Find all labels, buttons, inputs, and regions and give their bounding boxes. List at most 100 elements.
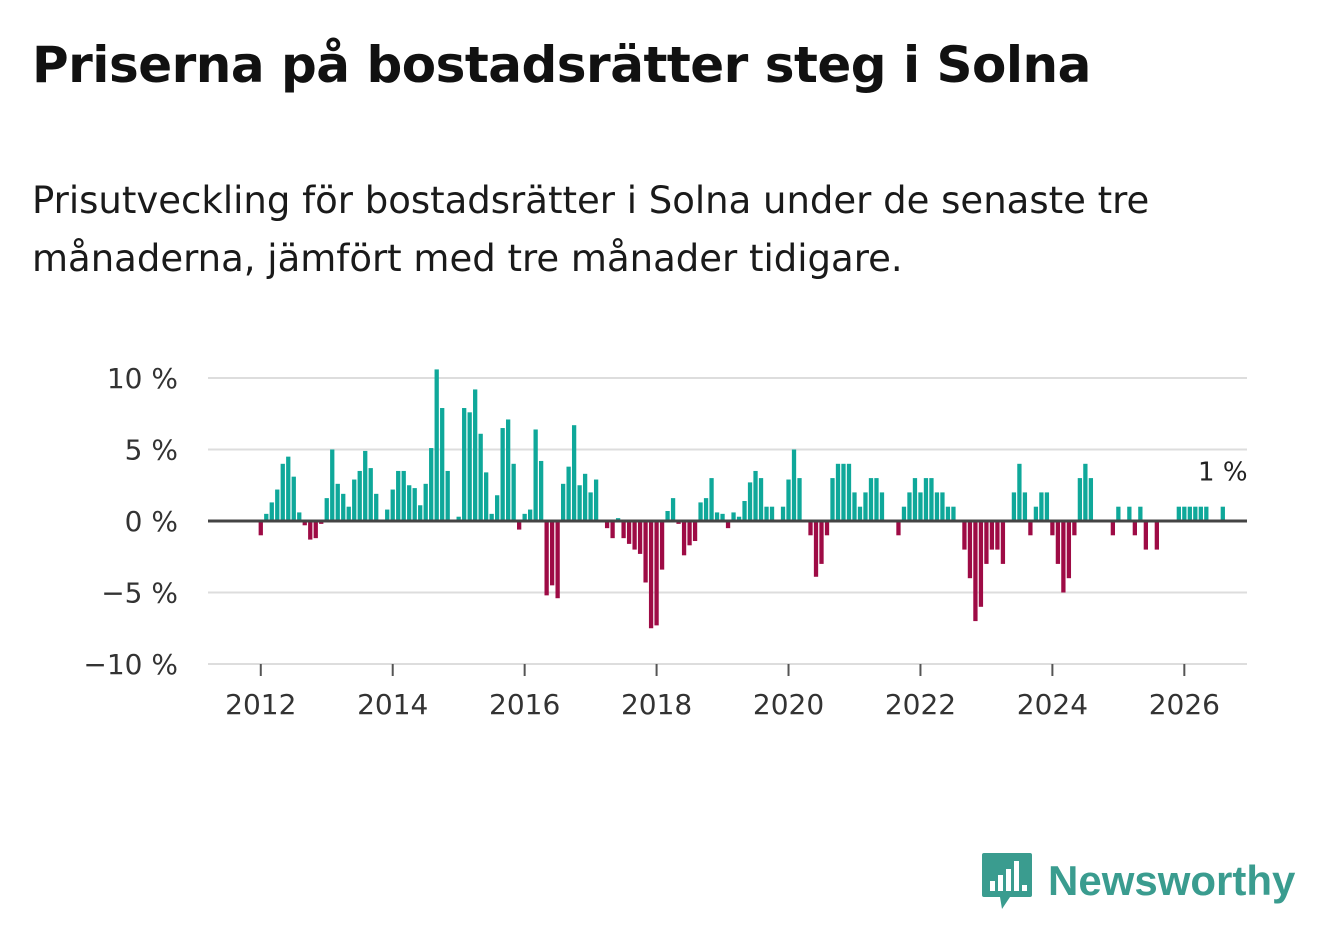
- x-tick-label: 2024: [1017, 688, 1088, 721]
- bar: [1039, 492, 1044, 521]
- bar: [544, 521, 549, 596]
- bar: [1061, 521, 1066, 593]
- bar: [868, 478, 874, 521]
- bar: [478, 433, 483, 521]
- bar: [445, 470, 450, 521]
- bar: [1088, 478, 1094, 521]
- bar: [566, 466, 571, 521]
- bar-chart: 10 % 5 % 0 % −5 % −10 % 2012 2014 2016 2018 2020…: [83, 362, 1248, 721]
- bar: [593, 479, 599, 521]
- bar: [462, 408, 467, 521]
- bar: [1011, 492, 1017, 521]
- bar: [747, 482, 753, 521]
- bar: [269, 502, 274, 521]
- annotations: 1 %: [1198, 458, 1248, 488]
- bar: [901, 506, 907, 521]
- bar: [687, 521, 692, 546]
- x-tick-label: 2014: [357, 688, 428, 721]
- bar: [330, 449, 335, 521]
- bar: [1204, 506, 1209, 521]
- bar: [907, 492, 912, 521]
- bar: [560, 483, 566, 521]
- bar: [1017, 463, 1022, 521]
- bar: [302, 521, 307, 526]
- bar: [555, 521, 560, 599]
- y-tick-label: 5 %: [125, 434, 178, 467]
- bar: [962, 521, 967, 550]
- bar: [484, 472, 489, 521]
- bar: [286, 456, 291, 521]
- bar: [621, 521, 626, 539]
- x-tick-label: 2020: [753, 688, 824, 721]
- bar: [1050, 521, 1055, 536]
- bar: [1044, 492, 1050, 521]
- bar: [692, 521, 698, 542]
- bar: [357, 470, 362, 521]
- x-axis: 2012 2014 2016 2018 2020 2022 2024 2026: [225, 664, 1220, 721]
- bar: [643, 521, 648, 583]
- bar: [852, 492, 857, 521]
- bar: [522, 513, 527, 521]
- bar: [412, 488, 417, 521]
- bar: [1138, 506, 1143, 521]
- bar: [896, 521, 901, 536]
- bar: [1022, 492, 1028, 521]
- bar: [495, 495, 500, 521]
- bar: [456, 516, 461, 521]
- bar: [791, 449, 797, 521]
- bar: [467, 412, 472, 521]
- bar: [797, 478, 802, 521]
- bars: [258, 369, 1225, 629]
- bar: [604, 521, 610, 529]
- bar: [703, 498, 709, 521]
- bar: [352, 479, 357, 521]
- bar: [967, 521, 973, 579]
- bar: [1110, 521, 1116, 536]
- bar: [264, 513, 269, 521]
- bar: [824, 521, 830, 536]
- bar: [500, 428, 505, 521]
- bar: [720, 513, 725, 521]
- bar: [1072, 521, 1077, 536]
- bar: [764, 506, 769, 521]
- y-tick-label: 0 %: [125, 505, 178, 538]
- bar: [758, 478, 764, 521]
- bar: [984, 521, 989, 564]
- bar: [1198, 506, 1203, 521]
- bar: [610, 521, 615, 539]
- bar: [571, 425, 577, 521]
- x-tick-label: 2022: [885, 688, 956, 721]
- bar: [769, 506, 775, 521]
- x-tick-label: 2026: [1149, 688, 1220, 721]
- bar: [1193, 506, 1198, 521]
- bar: [934, 492, 940, 521]
- chart-subtitle: Prisutveckling för bostadsrätter i Solna…: [32, 179, 1150, 280]
- bar: [1182, 506, 1187, 521]
- bar: [945, 506, 951, 521]
- bar: [1220, 506, 1225, 521]
- bar: [648, 521, 654, 629]
- bar: [736, 516, 742, 521]
- bar: [874, 478, 879, 521]
- bar: [313, 521, 318, 539]
- x-tick-label: 2016: [489, 688, 560, 721]
- bar: [819, 521, 824, 564]
- bar: [753, 470, 758, 521]
- bar: [857, 506, 863, 521]
- bar: [401, 470, 406, 521]
- last-value-label: 1 %: [1198, 458, 1248, 488]
- bar: [659, 521, 665, 570]
- bar: [929, 478, 934, 521]
- bar: [1077, 478, 1083, 521]
- bar: [841, 463, 846, 521]
- bar: [731, 512, 736, 521]
- bar: [396, 470, 401, 521]
- chart-title: Priserna på bostadsrätter steg i Solna: [32, 36, 1091, 94]
- bar: [951, 506, 956, 521]
- bar: [506, 419, 511, 521]
- bar: [374, 493, 379, 521]
- bar: [835, 463, 841, 521]
- gridlines: [208, 377, 1247, 665]
- bar: [291, 476, 296, 521]
- bar: [626, 521, 632, 544]
